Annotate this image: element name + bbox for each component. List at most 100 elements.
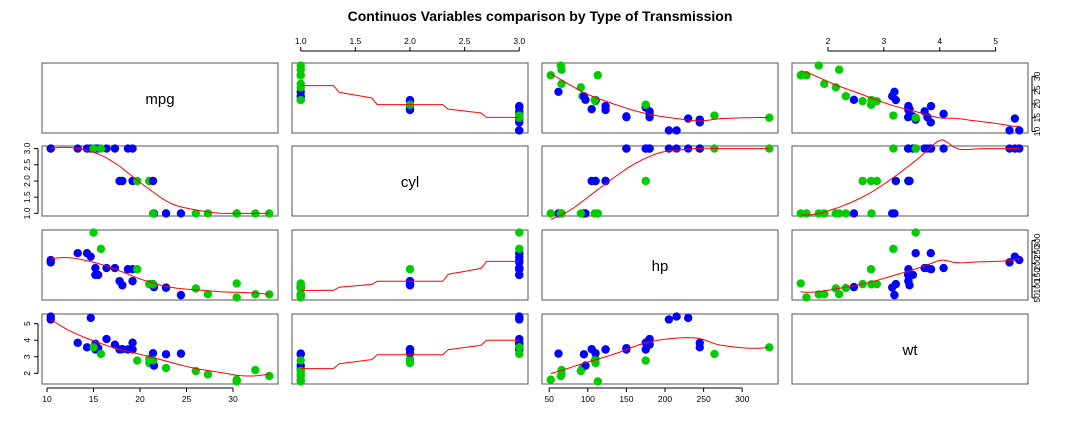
data-point [405,356,415,365]
panel-frame [41,229,279,301]
tick-label: 200 [658,394,672,404]
tick-label: 2.5 [22,159,32,171]
data-point [89,343,98,352]
data-point [296,350,305,359]
tick-label: 250 [1032,245,1042,259]
data-point [115,276,124,286]
data-point [672,312,681,321]
data-point [161,363,171,373]
tick-label: 20 [135,394,145,404]
panel-cyl-vs-mpg [291,61,529,135]
data-point [672,126,681,135]
data-point [296,61,305,70]
data-point [849,209,859,218]
panel-frame [291,229,529,301]
data-point [579,350,589,359]
data-point [820,79,829,88]
smooth-line [550,337,770,375]
axis-hp-x: 50 100 150 200 250 300 [544,387,750,404]
panel-frame [541,313,779,385]
data-point [939,263,948,273]
smooth-line [300,85,520,118]
data-point [405,265,415,274]
data-point [872,176,882,186]
data-point [576,209,586,218]
data-point [554,349,563,358]
data-point [232,377,241,386]
data-point [866,265,876,274]
panel-frame [41,62,279,134]
data-point [867,209,876,218]
data-point [814,61,823,70]
tick-label: 5 [993,36,998,46]
data-point [251,290,260,299]
data-point [939,109,948,119]
data-point [587,344,596,354]
data-point [296,377,305,386]
tick-label: 30 [1032,71,1042,81]
data-point [695,338,704,348]
data-point [926,118,935,127]
data-point [82,343,92,352]
data-point [587,104,596,114]
tick-label: 1.5 [22,191,32,203]
data-point [796,209,805,218]
data-point [889,244,898,254]
data-point [296,95,305,105]
data-point [890,290,899,300]
data-point [710,349,719,359]
panel-mpg-vs-cyl [41,144,279,218]
data-point [176,349,186,358]
tick-label: 2 [826,36,831,46]
data-point [73,249,82,258]
data-point [405,345,415,354]
panel-mpg-vs-mpg: mpg [41,62,279,134]
panel-wt-vs-mpg [791,61,1029,135]
data-point [102,334,111,344]
axis-wt-y: 2 3 4 5 [22,321,39,376]
tick-label: 2.0 [22,175,32,187]
data-point [911,144,920,153]
data-point [590,209,599,218]
data-point [133,356,142,365]
data-point [710,111,719,120]
data-point [641,176,650,186]
panel-mpg-vs-hp [41,228,279,302]
tick-label: 300 [735,394,749,404]
tick-label: 1.5 [349,36,361,46]
data-point [601,105,610,115]
data-point [891,176,901,186]
tick-label: 300 [1032,233,1042,247]
data-point [866,176,876,186]
data-point [820,290,829,299]
data-point [515,313,524,323]
tick-label: 10 [1032,127,1042,137]
data-point [251,365,260,375]
data-point [695,118,704,127]
smooth-line [800,258,1020,293]
variable-label-hp: hp [652,258,669,275]
data-point [148,349,158,358]
data-point [831,284,840,293]
panel-frame [41,313,279,385]
data-point [546,375,555,384]
data-point [115,176,124,186]
panel-frame [791,229,1029,301]
tick-label: 150 [1032,268,1042,282]
data-point [903,270,913,280]
data-point [46,312,55,321]
data-point [296,366,305,376]
data-point [96,244,106,254]
data-point [110,144,120,153]
tick-label: 5 [22,321,32,326]
data-point [556,61,565,70]
panel-hp-vs-wt [541,312,779,386]
data-point [587,176,596,186]
tick-label: 15 [89,394,99,404]
panel-cyl-vs-cyl: cyl [291,145,529,217]
tick-label: 3.0 [22,142,32,154]
panel-frame [541,62,779,134]
data-point [926,144,936,153]
data-point [203,290,213,299]
